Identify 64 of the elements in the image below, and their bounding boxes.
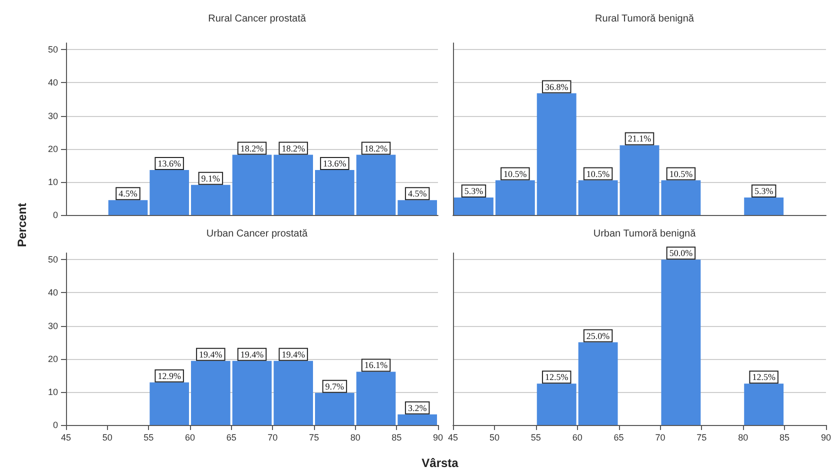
data-label: 19.4% — [240, 349, 264, 360]
y-tick-label: 0 — [52, 210, 58, 220]
data-label: 16.1% — [364, 360, 388, 370]
x-tick-label: 90 — [820, 432, 831, 442]
data-label: 5.3% — [754, 186, 774, 196]
x-tick-label: 90 — [432, 432, 444, 442]
data-label: 18.2% — [282, 143, 306, 154]
y-tick-label: 30 — [48, 320, 58, 331]
data-label: 19.4% — [282, 349, 306, 360]
chart-title: Urban Tumoră benignă — [593, 228, 696, 240]
y-tick-label: 0 — [52, 420, 58, 430]
x-tick-label: 75 — [308, 432, 320, 442]
y-tick-label: 50 — [48, 44, 58, 55]
x-tick-label: 65 — [226, 432, 236, 442]
data-label: 19.4% — [199, 349, 223, 360]
x-tick-label: 45 — [60, 432, 72, 442]
data-label: 12.5% — [752, 372, 776, 382]
data-label: 12.9% — [158, 370, 182, 381]
chart-title: Urban Cancer prostată — [206, 228, 308, 240]
x-tick-label: 50 — [102, 432, 112, 442]
y-tick-label: 40 — [48, 78, 58, 88]
data-label: 10.5% — [504, 168, 528, 179]
y-tick-label: 40 — [48, 288, 58, 298]
data-label: 13.6% — [323, 158, 347, 169]
data-label: 9.1% — [201, 173, 221, 184]
x-tick-label: 55 — [530, 432, 541, 442]
chart-title: Rural Tumoră benignă — [595, 14, 694, 24]
data-label: 36.8% — [544, 82, 569, 92]
x-tick-label: 50 — [489, 432, 500, 442]
data-label: 18.2% — [364, 143, 388, 154]
x-tick-label: 85 — [392, 432, 402, 442]
x-tick-label: 70 — [655, 432, 666, 442]
x-tick-label: 75 — [696, 432, 707, 442]
data-label: 4.5% — [408, 188, 428, 199]
chart-title: Rural Cancer prostată — [208, 14, 306, 24]
y-tick-label: 30 — [48, 110, 58, 121]
x-tick-label: 65 — [614, 432, 624, 442]
data-label: 25.0% — [586, 330, 610, 341]
x-tick-label: 70 — [268, 432, 278, 442]
y-tick-label: 10 — [48, 176, 58, 187]
data-label: 10.5% — [586, 168, 610, 179]
y-tick-label: 10 — [48, 386, 58, 397]
data-label: 18.2% — [240, 143, 264, 154]
data-label: 12.5% — [544, 372, 569, 382]
x-tick-label: 60 — [572, 432, 582, 442]
y-tick-label: 20 — [48, 354, 58, 364]
data-label: 9.7% — [325, 381, 345, 392]
y-tick-label: 50 — [48, 254, 58, 265]
x-tick-label: 45 — [448, 432, 458, 442]
y-axis-title: Percent — [15, 202, 29, 248]
x-tick-label: 80 — [738, 432, 748, 442]
x-axis-title: Vârsta — [422, 456, 458, 470]
y-tick-label: 20 — [48, 144, 58, 154]
x-tick-label: 60 — [184, 432, 196, 442]
data-label: 10.5% — [669, 168, 694, 179]
data-label: 50.0% — [669, 248, 694, 258]
data-label: 3.2% — [408, 402, 428, 413]
data-label: 4.5% — [118, 188, 138, 199]
x-tick-label: 55 — [144, 432, 154, 442]
x-tick-label: 80 — [350, 432, 360, 442]
data-label: 13.6% — [158, 158, 182, 169]
data-label: 5.3% — [464, 186, 484, 196]
x-tick-label: 85 — [780, 432, 790, 442]
data-label: 21.1% — [628, 134, 652, 144]
